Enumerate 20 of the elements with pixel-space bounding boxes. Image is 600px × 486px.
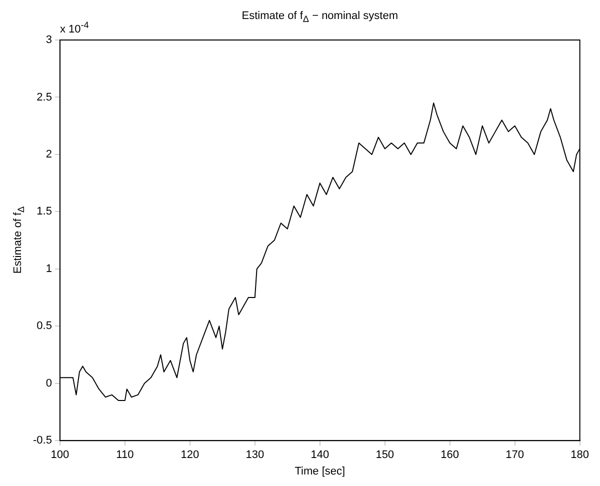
x-tick-label: 150 <box>376 449 394 462</box>
y-tick-label: 0 <box>46 377 52 390</box>
y-tick-label: 3 <box>46 34 52 46</box>
y-tick-label: 2 <box>46 148 52 160</box>
y-tick-label: 2.5 <box>36 91 52 104</box>
text: x 10$^{-4}$ <box>60 20 89 36</box>
y-tick-label: 1.5 <box>36 206 52 218</box>
x-axis-title: Time [sec] <box>294 465 346 478</box>
x-tick-label: 140 <box>310 449 330 462</box>
y-tick-label: -0.5 <box>32 434 52 447</box>
y-tick-label: 0.5 <box>36 320 52 332</box>
x-tick-label: 160 <box>440 449 460 462</box>
x-tick-label: 130 <box>246 449 264 462</box>
x-tick-label: 120 <box>180 449 200 462</box>
y-tick-label: 1 <box>46 262 52 275</box>
x-tick-label: 180 <box>570 449 590 462</box>
x-tick-label: 100 <box>50 449 70 462</box>
x-tick-label: 110 <box>116 449 134 462</box>
x-tick-label: 170 <box>506 449 524 462</box>
chart-title: Estimate of f$_{Δ}$ − nominal system <box>242 10 398 24</box>
